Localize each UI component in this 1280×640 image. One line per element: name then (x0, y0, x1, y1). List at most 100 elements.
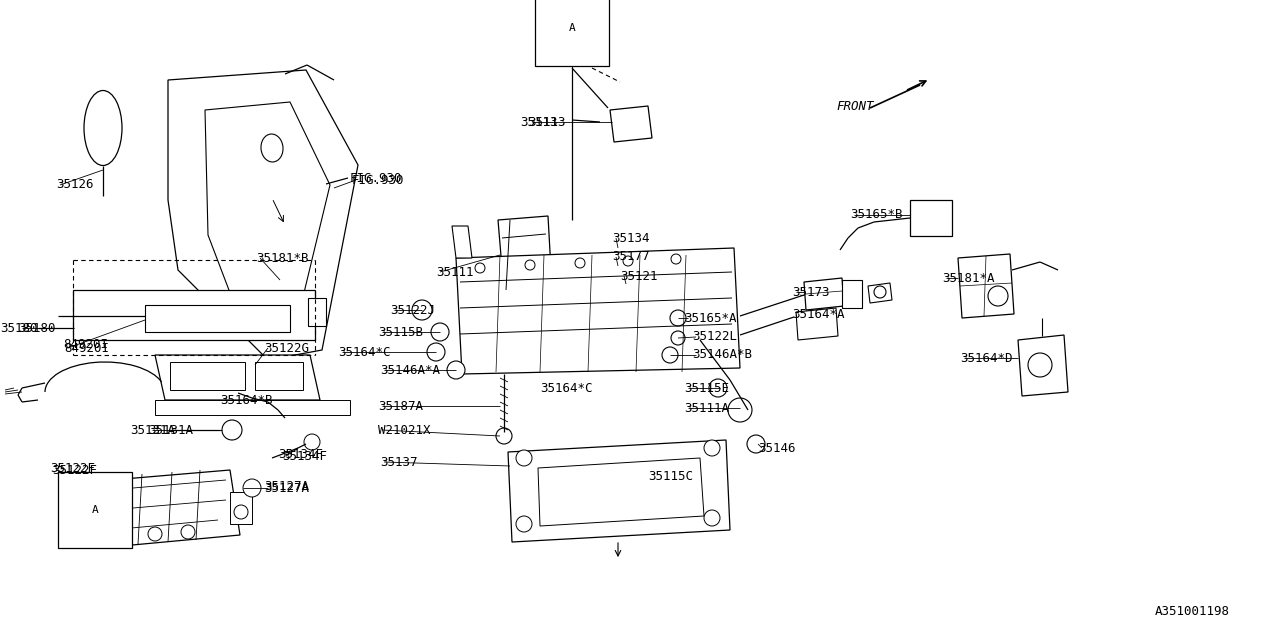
Text: 35180: 35180 (0, 321, 38, 335)
Text: 35164*C: 35164*C (338, 346, 390, 358)
Ellipse shape (84, 90, 122, 166)
Text: 35134F: 35134F (282, 449, 326, 463)
Circle shape (728, 398, 753, 422)
Text: 35115E: 35115E (684, 381, 730, 394)
Text: 35113: 35113 (529, 115, 566, 129)
Polygon shape (796, 308, 838, 340)
Text: 35127A: 35127A (264, 481, 308, 493)
Polygon shape (508, 440, 730, 542)
Text: 35113: 35113 (520, 115, 558, 129)
Circle shape (221, 420, 242, 440)
Circle shape (475, 263, 485, 273)
Circle shape (113, 529, 127, 543)
Text: 35111: 35111 (436, 266, 474, 278)
Text: 35181*B: 35181*B (256, 252, 308, 264)
Text: 35134: 35134 (612, 232, 649, 244)
Text: 35164*C: 35164*C (540, 381, 593, 394)
Polygon shape (145, 305, 291, 332)
Text: 35164*B: 35164*B (220, 394, 273, 406)
Circle shape (516, 516, 532, 532)
Circle shape (516, 450, 532, 466)
Polygon shape (611, 106, 652, 142)
Polygon shape (804, 278, 844, 310)
Polygon shape (155, 355, 320, 400)
Text: 35137: 35137 (380, 456, 417, 468)
Text: W21021X: W21021X (378, 424, 430, 436)
Text: 35131A: 35131A (131, 424, 175, 436)
Polygon shape (452, 226, 472, 258)
Circle shape (1028, 353, 1052, 377)
Polygon shape (868, 283, 892, 303)
Circle shape (988, 286, 1009, 306)
Polygon shape (155, 400, 349, 415)
Circle shape (623, 256, 634, 266)
Circle shape (704, 510, 719, 526)
Text: 35165*A: 35165*A (684, 312, 736, 324)
Text: 35121: 35121 (620, 269, 658, 282)
Circle shape (704, 440, 719, 456)
Text: 35111A: 35111A (684, 401, 730, 415)
Polygon shape (73, 290, 315, 340)
Text: A: A (568, 23, 576, 33)
Text: 35122L: 35122L (692, 330, 737, 344)
Polygon shape (498, 216, 552, 292)
Polygon shape (957, 254, 1014, 318)
Text: 35131A: 35131A (148, 424, 193, 436)
Circle shape (671, 254, 681, 264)
Text: 35122F: 35122F (52, 463, 97, 477)
Text: A351001198: A351001198 (1155, 605, 1230, 618)
Circle shape (305, 434, 320, 450)
Polygon shape (205, 102, 330, 340)
Text: 35122G: 35122G (264, 342, 308, 355)
Text: A: A (92, 505, 99, 515)
Text: 35165*B: 35165*B (850, 209, 902, 221)
Text: 35146: 35146 (758, 442, 795, 454)
Polygon shape (1018, 335, 1068, 396)
Circle shape (662, 347, 678, 363)
Polygon shape (88, 470, 241, 548)
Circle shape (525, 260, 535, 270)
Circle shape (180, 525, 195, 539)
Bar (842, 280, 861, 308)
Text: 35164*A: 35164*A (792, 307, 845, 321)
Text: 35146A*A: 35146A*A (380, 364, 440, 376)
Text: 35115C: 35115C (648, 470, 692, 483)
Circle shape (148, 527, 163, 541)
Bar (255, 362, 303, 390)
Circle shape (412, 300, 433, 320)
Polygon shape (168, 70, 358, 360)
Text: 35122J: 35122J (390, 303, 435, 317)
Text: FRONT: FRONT (836, 99, 873, 113)
Bar (308, 298, 326, 326)
Text: 35115B: 35115B (378, 326, 422, 339)
Text: 35180: 35180 (18, 321, 55, 335)
Circle shape (709, 379, 727, 397)
Text: FIG.930: FIG.930 (352, 173, 404, 186)
Text: 84920I: 84920I (64, 342, 109, 355)
Circle shape (637, 465, 655, 483)
Ellipse shape (261, 134, 283, 162)
Circle shape (431, 323, 449, 341)
Circle shape (669, 310, 686, 326)
Circle shape (874, 286, 886, 298)
Text: 35173: 35173 (792, 285, 829, 298)
Circle shape (447, 361, 465, 379)
Text: 35146A*B: 35146A*B (692, 349, 753, 362)
Text: 35177: 35177 (612, 250, 649, 264)
Text: 35187A: 35187A (378, 399, 422, 413)
Circle shape (234, 505, 248, 519)
Polygon shape (538, 458, 704, 526)
Text: FIG.930: FIG.930 (349, 172, 402, 184)
Circle shape (243, 479, 261, 497)
Polygon shape (456, 248, 740, 374)
Text: 35122F: 35122F (50, 461, 95, 474)
Bar (910, 200, 952, 236)
Text: 84920I: 84920I (63, 337, 108, 351)
Text: 35181*A: 35181*A (942, 271, 995, 285)
Text: 35164*D: 35164*D (960, 351, 1012, 365)
Text: 35126: 35126 (56, 179, 93, 191)
Circle shape (497, 428, 512, 444)
Circle shape (428, 343, 445, 361)
Text: 35127A: 35127A (264, 481, 308, 495)
Bar (230, 492, 252, 524)
